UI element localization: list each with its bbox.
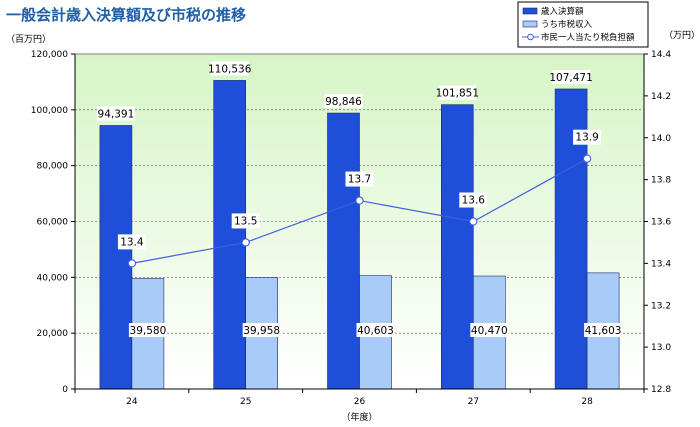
point-per-capita-tax — [355, 196, 364, 205]
legend-label-per-capita-tax: 市民一人当たり税負担額 — [541, 32, 635, 43]
data-label-total-revenue: 107,471 — [549, 72, 592, 84]
x-axis-title: （年度） — [341, 411, 377, 423]
data-labels: 94,391 110,536 98,846 101,851 107,471 39,580 3… — [96, 61, 623, 337]
page-title: 一般会計歳入決算額及び市税の推移 — [6, 6, 247, 24]
data-label-city-tax: 41,603 — [585, 325, 622, 337]
legend-label-city-tax: うち市税収入 — [541, 19, 593, 30]
data-label-city-tax: 39,580 — [130, 325, 167, 337]
left-axis-unit: （百万円） — [6, 34, 51, 45]
line-series — [127, 154, 592, 268]
data-label-box — [210, 61, 249, 76]
legend-swatch-city-tax — [522, 20, 538, 28]
data-label-box — [356, 323, 395, 337]
data-label-per-capita-tax: 13.5 — [234, 215, 257, 227]
data-label-total-revenue: 101,851 — [436, 88, 479, 100]
right-tick-label: 14.0 — [651, 134, 671, 144]
point-per-capita-tax — [241, 238, 250, 247]
x-tick-label: 25 — [240, 397, 251, 407]
data-label-box — [470, 323, 509, 337]
right-tick-label: 12.8 — [651, 385, 671, 395]
legend-swatch-total-revenue — [522, 7, 538, 15]
x-tick-label: 28 — [581, 397, 593, 407]
right-axis-unit: （万円） — [664, 30, 700, 41]
data-label-box — [324, 94, 363, 109]
data-label-city-tax: 40,603 — [357, 325, 394, 337]
right-tick-label: 13.4 — [651, 259, 671, 269]
right-tick-label: 14.4 — [651, 50, 671, 60]
bar-series — [99, 80, 620, 390]
legend-label-total-revenue: 歳入決算額 — [541, 6, 584, 17]
left-tick-label: 40,000 — [37, 273, 69, 283]
data-label-box — [573, 129, 602, 145]
x-tick-label: 27 — [468, 397, 479, 407]
right-tick-label: 13.6 — [651, 218, 671, 228]
data-label-box — [117, 234, 146, 250]
left-tick-label: 20,000 — [37, 329, 69, 339]
data-label-box — [128, 323, 167, 337]
bar-total-revenue — [440, 104, 474, 390]
left-tick-label: 60,000 — [37, 218, 69, 228]
left-tick-label: 80,000 — [37, 162, 69, 172]
right-tick-label: 14.2 — [651, 92, 671, 102]
data-label-box — [231, 213, 260, 229]
data-label-per-capita-tax: 13.6 — [462, 195, 486, 207]
bar-total-revenue — [99, 125, 133, 390]
data-label-box — [438, 85, 477, 100]
left-tick-label: 0 — [62, 385, 68, 395]
bar-total-revenue — [213, 80, 246, 390]
data-label-per-capita-tax: 13.9 — [575, 132, 598, 144]
legend: 歳入決算額 うち市税収入 市民一人当たり税負担額 — [517, 1, 649, 48]
data-label-total-revenue: 94,391 — [98, 108, 135, 120]
left-tick-label: 100,000 — [31, 106, 68, 116]
data-label-box — [96, 106, 135, 121]
data-label-city-tax: 40,470 — [471, 325, 508, 337]
data-label-city-tax: 39,958 — [243, 325, 280, 337]
point-per-capita-tax — [582, 154, 592, 163]
data-label-box — [584, 323, 623, 337]
right-tick-label: 13.2 — [651, 301, 671, 311]
right-tick-label: 13.0 — [651, 343, 671, 353]
data-label-box — [345, 171, 374, 187]
data-label-total-revenue: 110,536 — [208, 63, 252, 75]
data-label-box — [459, 192, 488, 208]
data-label-per-capita-tax: 13.7 — [348, 174, 371, 186]
right-tick-label: 13.8 — [651, 176, 671, 186]
data-label-box — [552, 69, 591, 84]
legend-marker-per-capita-tax — [527, 33, 534, 41]
axes: 0 20,000 40,000 60,000 80,000 100,000 120,000 1… — [31, 50, 672, 407]
left-tick-label: 120,000 — [31, 50, 68, 60]
data-label-total-revenue: 98,846 — [325, 96, 362, 108]
point-per-capita-tax — [127, 259, 137, 268]
x-tick-label: 24 — [126, 397, 138, 407]
x-tick-label: 26 — [354, 397, 366, 407]
bar-total-revenue — [327, 112, 360, 390]
point-per-capita-tax — [469, 217, 478, 226]
data-label-per-capita-tax: 13.4 — [120, 236, 144, 248]
data-label-box — [242, 323, 281, 337]
